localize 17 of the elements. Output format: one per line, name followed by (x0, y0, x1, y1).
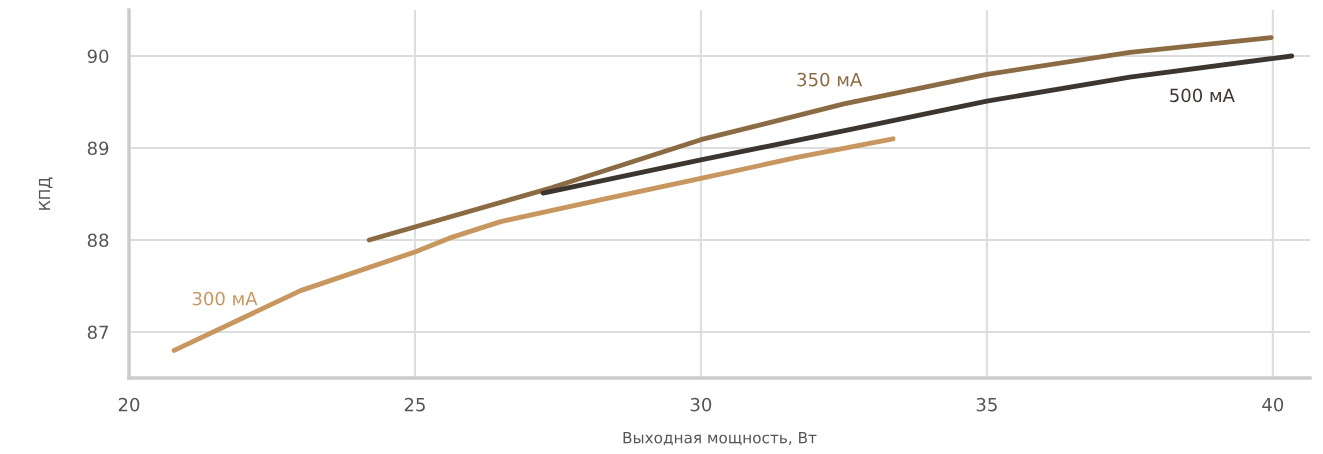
x-tick-label: 25 (404, 397, 425, 412)
y-axis-title: КПД (38, 177, 53, 210)
line-series (540, 53, 1295, 196)
series-label: 350 мА (797, 72, 863, 87)
y-tick-label: 88 (87, 233, 109, 248)
x-tick-label: 30 (690, 397, 712, 412)
y-tick-label: 87 (87, 325, 109, 340)
y-tick-label: 90 (87, 49, 109, 64)
x-tick-label: 40 (1262, 397, 1284, 412)
line-series (171, 136, 896, 353)
x-tick-label: 20 (118, 397, 140, 412)
x-tick-label: 35 (976, 397, 997, 412)
x-axis-title: Выходная мощность, Вт (623, 432, 817, 446)
y-tick-label: 89 (87, 141, 109, 156)
series-label: 300 мА (192, 291, 258, 306)
line-series (366, 35, 1274, 243)
series-label: 500 мА (1170, 88, 1235, 103)
